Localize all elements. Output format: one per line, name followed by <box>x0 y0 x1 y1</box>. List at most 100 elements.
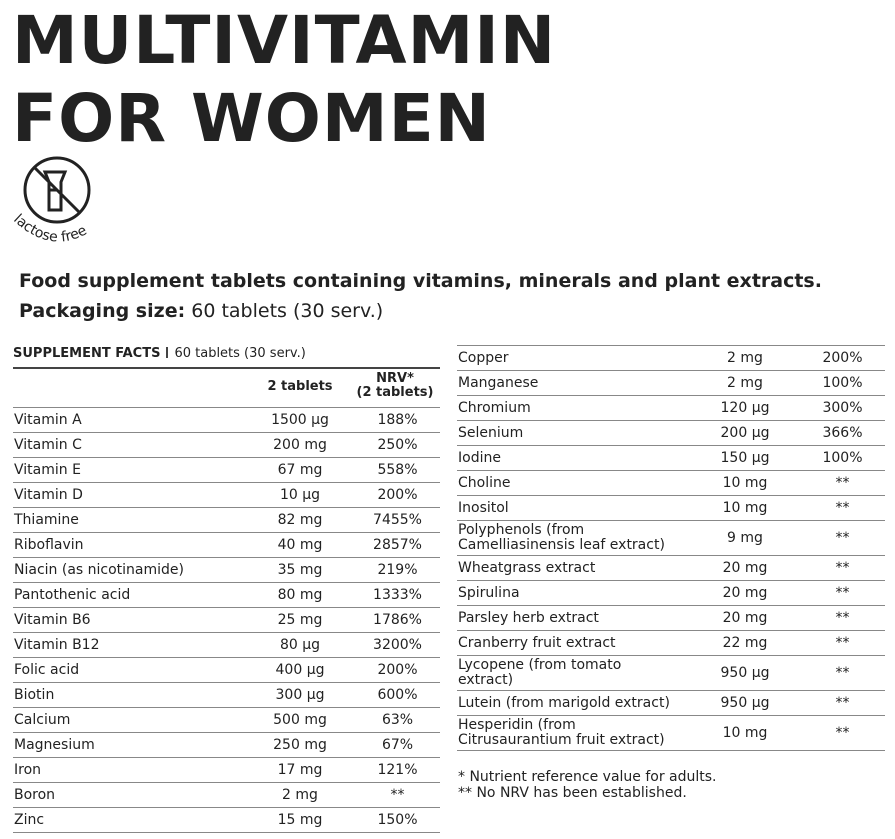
table-row: Parsley herb extract 20 mg ** <box>457 605 885 631</box>
nutrient: Spirulina <box>457 580 690 606</box>
table-row: Wheatgrass extract 20 mg ** <box>457 555 885 581</box>
nutrient: Vitamin A <box>13 408 245 433</box>
nutrient: Choline <box>457 470 690 496</box>
amount: 250 mg <box>245 732 355 758</box>
badge-text: lactose free <box>10 211 89 245</box>
table-row: Hesperidin (from Citrusaurantium fruit e… <box>457 715 885 751</box>
table-row: Vitamin B12 80 µg 3200% <box>13 632 440 658</box>
amount: 2 mg <box>245 782 355 808</box>
table-row: Vitamin B6 25 mg 1786% <box>13 607 440 633</box>
table-row: Thiamine 82 mg 7455% <box>13 507 440 533</box>
amount: 67 mg <box>245 457 355 483</box>
nutrient: Inositol <box>457 495 690 521</box>
nutrient: Selenium <box>457 420 690 446</box>
nrv: ** <box>800 715 885 751</box>
table-header: SUPPLEMENT FACTS 60 tablets (30 serv.) <box>13 346 440 369</box>
column-header: NRV* (2 tablets) <box>356 371 434 400</box>
nrv: 188% <box>355 408 440 433</box>
nutrient: Riboflavin <box>13 532 245 558</box>
nrv: 63% <box>355 707 440 733</box>
amount: 200 mg <box>245 432 355 458</box>
table-row: Zinc 15 mg 150% <box>13 807 440 833</box>
nutrient: Parsley herb extract <box>457 605 690 631</box>
nrv: 3200% <box>355 632 440 658</box>
table-row: Iodine 150 µg 100% <box>457 445 885 471</box>
nutrient: Copper <box>457 345 690 371</box>
table-row: Niacin (as nicotinamide) 35 mg 219% <box>13 557 440 583</box>
amount: 35 mg <box>245 557 355 583</box>
nrv: ** <box>800 690 885 716</box>
badge-label: lactose free <box>10 211 89 245</box>
nutrient: Calcium <box>13 707 245 733</box>
amount: 10 µg <box>245 482 355 508</box>
footnote: ** No NRV has been established. <box>458 785 687 801</box>
title: MULTIVITAMIN FOR WOMEN <box>12 2 556 158</box>
table-row: Pantothenic acid 80 mg 1333% <box>13 582 440 608</box>
amount: 950 µg <box>690 690 800 716</box>
nutrient: Vitamin E <box>13 457 245 483</box>
nutrient: Niacin (as nicotinamide) <box>13 557 245 583</box>
table-row: Riboflavin 40 mg 2857% <box>13 532 440 558</box>
table-row: Magnesium 250 mg 67% <box>13 732 440 758</box>
nutrient: Folic acid <box>13 657 245 683</box>
nutrient: Thiamine <box>13 507 245 533</box>
nrv: 2857% <box>355 532 440 558</box>
nrv: ** <box>800 470 885 496</box>
nrv: 100% <box>800 445 885 471</box>
amount: 17 mg <box>245 757 355 783</box>
nrv: ** <box>800 580 885 606</box>
lactose-free-badge: lactose free <box>10 156 91 246</box>
table-row: Biotin 300 µg 600% <box>13 682 440 708</box>
table-row: Manganese 2 mg 100% <box>457 370 885 396</box>
nrv: 558% <box>355 457 440 483</box>
amount: 10 mg <box>690 470 800 496</box>
table-row: Vitamin D 10 µg 200% <box>13 482 440 508</box>
amount: 22 mg <box>690 630 800 656</box>
table-row: Lutein (from marigold extract) 950 µg ** <box>457 690 885 716</box>
table-row: Choline 10 mg ** <box>457 470 885 496</box>
serving: 60 tablets (30 serv.) <box>174 346 306 361</box>
nutrient: Pantothenic acid <box>13 582 245 608</box>
left-table: Vitamin A 1500 µg 188% Vitamin C 200 mg 250% V… <box>13 408 440 833</box>
nutrient: Polyphenols (from Camelliasinensis leaf … <box>457 520 690 556</box>
packaging-value: 60 tablets (30 serv.) <box>191 300 384 322</box>
nrv: ** <box>800 555 885 581</box>
nutrient: Vitamin D <box>13 482 245 508</box>
nrv: 1786% <box>355 607 440 633</box>
nrv: ** <box>800 520 885 556</box>
amount: 20 mg <box>690 605 800 631</box>
packaging: Packaging size: 60 tablets (30 serv.) <box>19 300 383 322</box>
nutrient: Wheatgrass extract <box>457 555 690 581</box>
nrv: 600% <box>355 682 440 708</box>
amount: 200 µg <box>690 420 800 446</box>
nutrient: Vitamin B6 <box>13 607 245 633</box>
nutrient: Vitamin B12 <box>13 632 245 658</box>
footnote: * Nutrient reference value for adults. <box>458 769 717 785</box>
nutrient: Manganese <box>457 370 690 396</box>
table-row: Boron 2 mg ** <box>13 782 440 808</box>
nrv: 200% <box>355 482 440 508</box>
amount: 120 µg <box>690 395 800 421</box>
amount: 500 mg <box>245 707 355 733</box>
right-table: Copper 2 mg 200% Manganese 2 mg 100% Chromium 1… <box>457 345 885 751</box>
table-row: Selenium 200 µg 366% <box>457 420 885 446</box>
amount: 9 mg <box>690 520 800 556</box>
title-line: FOR WOMEN <box>12 80 491 157</box>
nutrient: Hesperidin (from Citrusaurantium fruit e… <box>457 715 690 751</box>
nrv: 250% <box>355 432 440 458</box>
nrv: ** <box>800 605 885 631</box>
amount: 20 mg <box>690 580 800 606</box>
amount: 25 mg <box>245 607 355 633</box>
nrv: ** <box>800 630 885 656</box>
amount: 40 mg <box>245 532 355 558</box>
amount: 10 mg <box>690 495 800 521</box>
nrv: 150% <box>355 807 440 833</box>
table-title: SUPPLEMENT FACTS <box>13 346 161 361</box>
amount: 300 µg <box>245 682 355 708</box>
table-row: Cranberry fruit extract 22 mg ** <box>457 630 885 656</box>
amount: 20 mg <box>690 555 800 581</box>
amount: 2 mg <box>690 345 800 371</box>
nrv: 1333% <box>355 582 440 608</box>
nutrient: Boron <box>13 782 245 808</box>
